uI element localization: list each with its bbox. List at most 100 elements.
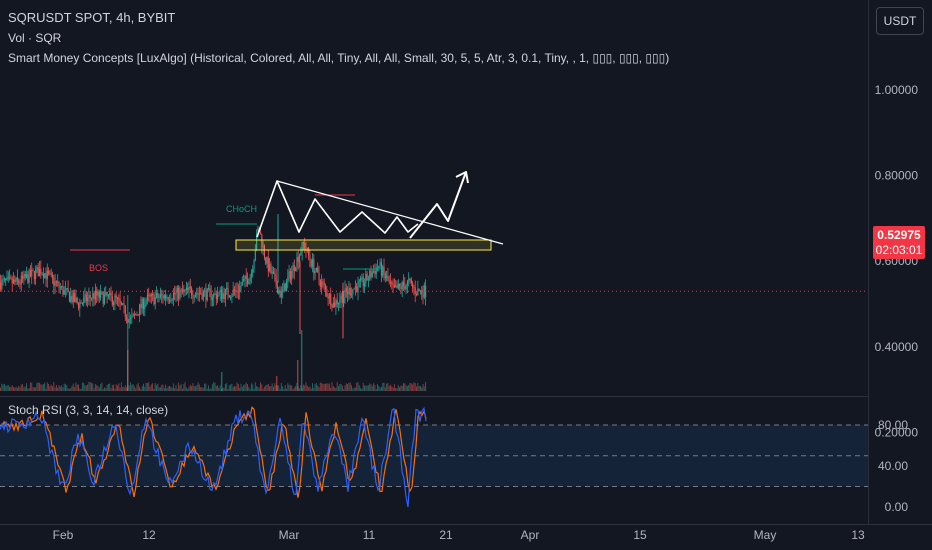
volume-bar <box>72 383 74 391</box>
volume-bar <box>224 383 226 391</box>
stoch-rsi-label[interactable]: Stoch RSI (3, 3, 14, 14, close) <box>8 403 169 417</box>
volume-bar <box>293 387 295 391</box>
candle-body <box>331 305 333 308</box>
volume-bar <box>85 385 87 391</box>
candle-body <box>143 298 145 310</box>
volume-bar <box>306 385 308 391</box>
candle-body <box>154 296 156 305</box>
volume-bar <box>140 388 142 391</box>
candle-body <box>421 290 423 294</box>
candle-body <box>61 286 63 288</box>
candle-body <box>115 295 117 298</box>
volume-bar <box>339 384 341 391</box>
candle-body <box>323 282 325 286</box>
volume-bar <box>392 387 394 391</box>
candle-body <box>55 281 57 283</box>
volume-bar <box>40 384 42 391</box>
volume-bar <box>157 383 159 391</box>
volume-bar <box>10 386 12 391</box>
volume-bar <box>84 384 86 391</box>
candle-body <box>340 295 342 301</box>
candle-body <box>145 300 147 305</box>
volume-bar <box>42 384 44 391</box>
volume-bar <box>23 387 25 391</box>
candle-body <box>252 269 254 273</box>
volume-bar <box>239 387 241 391</box>
candle-body <box>393 285 395 288</box>
volume-bar <box>410 383 412 391</box>
volume-bar <box>271 383 273 391</box>
volume-bar <box>156 385 157 391</box>
volume-bar <box>41 385 43 391</box>
volume-bar <box>230 384 232 391</box>
volume-bar <box>80 388 82 391</box>
candle-body <box>300 252 302 256</box>
volume-bar <box>148 382 150 391</box>
time-tick-7: May <box>754 528 777 542</box>
candle-body <box>144 304 146 310</box>
volume-bar <box>145 382 147 391</box>
volume-bar <box>388 386 390 391</box>
volume-bar <box>167 386 169 391</box>
candle-body <box>110 292 112 297</box>
candle-body <box>360 277 362 281</box>
candle-body <box>124 305 126 317</box>
time-tick-6: 15 <box>633 528 647 542</box>
candle-body <box>136 314 138 316</box>
volume-bar <box>291 385 293 391</box>
volume-bar <box>289 385 291 391</box>
candle-body <box>276 285 278 294</box>
volume-bar <box>179 385 181 391</box>
candle-body <box>88 295 90 298</box>
volume-spike <box>301 330 303 391</box>
volume-bar <box>384 387 386 391</box>
candle-body <box>405 285 407 290</box>
candle-body <box>295 268 297 271</box>
candle-body <box>133 314 135 316</box>
candle-body <box>102 292 104 304</box>
candle-body <box>378 266 380 268</box>
candle-body <box>317 267 319 273</box>
volume-bar <box>14 387 16 391</box>
volume-spike <box>221 372 223 391</box>
candle-body <box>98 291 100 298</box>
candle-body <box>91 298 93 300</box>
volume-bar <box>3 384 5 391</box>
smc-indicator-label[interactable]: Smart Money Concepts [LuxAlgo] (Historic… <box>8 51 670 65</box>
candle-body <box>123 303 125 306</box>
candle-body <box>218 292 220 296</box>
volume-bar <box>279 388 281 391</box>
volume-bar <box>29 382 31 391</box>
candle-body <box>163 295 165 299</box>
volume-bar <box>89 382 91 391</box>
volume-indicator-label[interactable]: Vol · SQR <box>8 31 62 45</box>
volume-bar <box>356 382 358 391</box>
volume-bar <box>172 383 174 391</box>
volume-bar <box>417 382 419 391</box>
time-tick-4: 21 <box>439 528 453 542</box>
candle-body <box>422 293 424 298</box>
currency-button[interactable]: USDT <box>876 7 924 35</box>
volume-bar <box>240 383 242 391</box>
price-tick-1: 0.80000 <box>875 169 919 183</box>
volume-bar <box>236 382 238 391</box>
candle-body <box>161 294 163 296</box>
candle-body <box>165 295 167 299</box>
volume-bar <box>16 387 18 391</box>
candle-body <box>211 297 213 300</box>
candle-body <box>416 293 418 296</box>
rsi-tick-0: 80.00 <box>878 418 908 432</box>
candlestick-series <box>0 225 427 329</box>
volume-bar <box>397 384 399 391</box>
volume-bar <box>369 383 371 391</box>
candle-body <box>417 288 419 296</box>
volume-bar <box>367 385 369 391</box>
volume-bar <box>383 382 385 391</box>
time-tick-0: Feb <box>53 528 74 542</box>
volume-bar <box>209 388 211 391</box>
candle-body <box>156 293 158 297</box>
volume-bar <box>178 382 180 391</box>
volume-bar <box>308 387 310 391</box>
volume-bar <box>280 382 282 391</box>
